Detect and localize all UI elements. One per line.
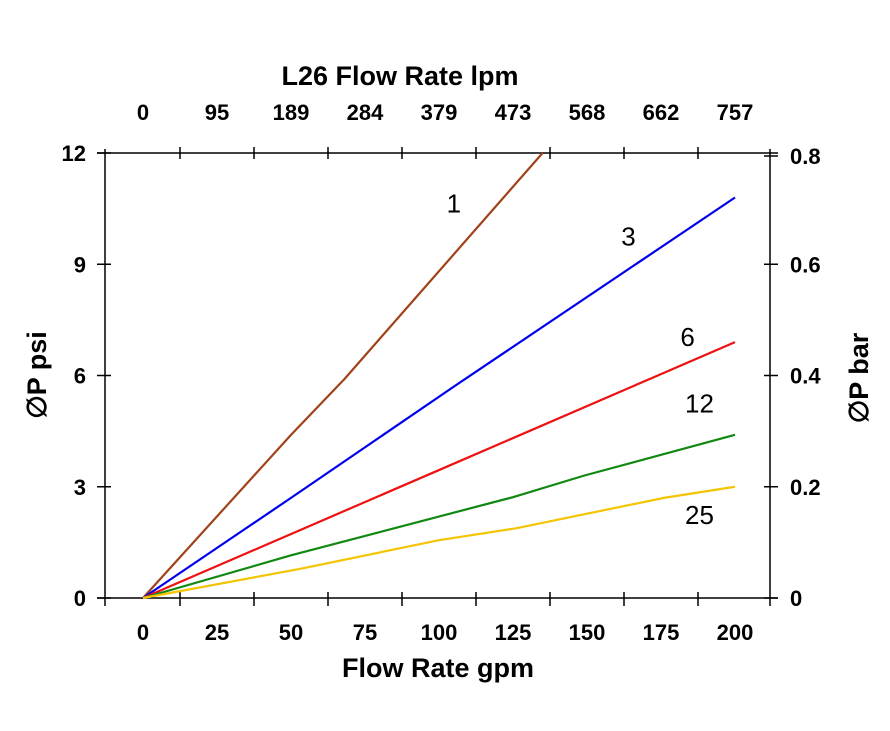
series-line-6	[142, 341, 736, 600]
x-tick-label: 75	[353, 620, 377, 645]
x-tick-label: 125	[495, 620, 532, 645]
x-top-tick-label: 189	[273, 100, 310, 125]
y-axis-label: ∅P psi	[22, 331, 52, 419]
y-tick-label: 3	[74, 475, 86, 500]
x-tick-label: 100	[421, 620, 458, 645]
series-line-25	[142, 485, 736, 600]
x-tick-label: 200	[717, 620, 754, 645]
y-tick-label: 0	[74, 586, 86, 611]
series-line-3	[142, 196, 736, 599]
y-tick-label: 6	[74, 364, 86, 389]
x-top-tick-label: 662	[643, 100, 680, 125]
x-top-tick-label: 473	[495, 100, 532, 125]
series-label: 1	[447, 188, 461, 218]
series-label: 3	[621, 222, 635, 252]
y2-tick-label: 0.6	[790, 252, 821, 277]
series-label: 12	[685, 389, 714, 419]
series-label: 6	[680, 322, 694, 352]
x-tick-label: 50	[279, 620, 303, 645]
x-tick-label: 150	[569, 620, 606, 645]
x-tick-label: 25	[205, 620, 229, 645]
y2-tick-label: 0.8	[790, 144, 821, 169]
y-tick-label: 12	[62, 141, 86, 166]
x-tick-label: 175	[643, 620, 680, 645]
y-tick-label: 9	[74, 252, 86, 277]
y2-axis-label: ∅P bar	[844, 332, 874, 423]
x-top-tick-label: 0	[137, 100, 149, 125]
x-tick-label: 0	[137, 620, 149, 645]
chart-title: L26 Flow Rate lpm	[281, 61, 518, 91]
y2-tick-label: 0.2	[790, 475, 821, 500]
x-top-tick-label: 757	[717, 100, 754, 125]
series-label: 25	[685, 500, 714, 530]
x-axis-label: Flow Rate gpm	[342, 653, 534, 683]
y2-tick-label: 0	[790, 586, 802, 611]
y2-tick-label: 0.4	[790, 364, 821, 389]
x-top-tick-label: 284	[347, 100, 384, 125]
series-line-1	[142, 152, 544, 599]
x-top-tick-label: 379	[421, 100, 458, 125]
x-top-tick-label: 568	[569, 100, 606, 125]
series-line-12	[142, 433, 736, 600]
x-top-tick-label: 95	[205, 100, 229, 125]
